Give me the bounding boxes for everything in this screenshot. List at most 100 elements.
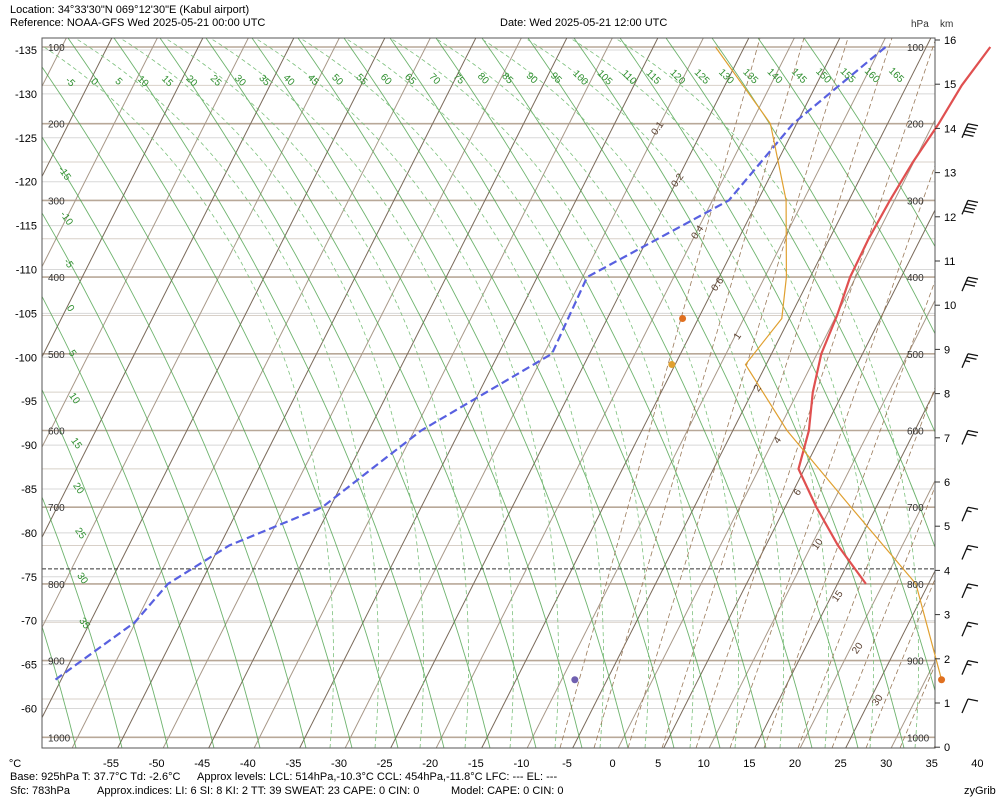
wind-barb-flag (964, 206, 976, 211)
wind-barb-half (966, 586, 972, 590)
y-tick-label: -75 (21, 572, 37, 584)
pressure-label-right: 500 (907, 350, 924, 361)
x-tick-label: 30 (880, 758, 892, 770)
isotherm-line (253, 38, 613, 748)
isotherm-line (978, 32, 1000, 757)
x-tick-label: 5 (655, 758, 661, 770)
surface-pressure: Sfc: 783hPa (10, 785, 70, 797)
dry-adiabat (159, 38, 491, 748)
y-tick-label: -95 (21, 396, 37, 408)
dry-adiabat-label: 145 (789, 66, 809, 86)
mixing-ratio-line (763, 279, 935, 748)
wind-barb-flag (966, 203, 977, 207)
wind-barb-flag (967, 429, 979, 434)
pressure-label-right: 400 (907, 273, 924, 284)
moist-adiabat (119, 38, 424, 748)
km-tick-label: 7 (944, 433, 950, 445)
km-tick-label: 4 (944, 565, 950, 577)
km-tick-label: 1 (944, 698, 950, 710)
wind-barb-flag (967, 199, 979, 204)
dry-adiabat (42, 495, 123, 748)
dry-adiabat-label: 90 (524, 71, 540, 87)
mixing-ratio-label: 10 (810, 536, 826, 552)
pressure-label-right: 1000 (907, 733, 930, 744)
dry-adiabat-label: 125 (692, 67, 712, 87)
mixing-ratio-label: 0.2 (669, 171, 686, 189)
moist-adiabat (164, 38, 469, 748)
wind-barb (961, 353, 979, 369)
wind-barb (961, 698, 979, 714)
mixing-ratio-label: 15 (830, 588, 846, 604)
dry-adiabat-label: 45 (305, 72, 321, 88)
x-tick-label: -50 (149, 758, 165, 770)
dry-adiabat-label: 85 (499, 71, 515, 87)
x-tick-label: 40 (971, 758, 983, 770)
mixing-ratio-label: 20 (850, 640, 866, 656)
pressure-label-right: 800 (907, 580, 924, 591)
wind-barb-staff (961, 583, 969, 599)
dry-adiabat-label: 80 (475, 71, 491, 87)
dry-adiabat (297, 38, 629, 748)
dry-adiabat-label: 165 (886, 66, 906, 86)
x-axis-label: °C (9, 758, 21, 770)
wind-barb-half (966, 510, 972, 513)
wind-barb-flag (964, 283, 976, 287)
x-tick-label: -15 (468, 758, 484, 770)
wind-barb-half (966, 663, 972, 666)
dry-adiabat-label: 110 (619, 68, 638, 87)
dry-adiabat (757, 38, 935, 335)
isotherm-line (42, 38, 158, 268)
wind-barb (961, 123, 979, 138)
isotherm-line (617, 118, 935, 748)
wind-barb-flag (967, 698, 979, 702)
wind-barb (961, 199, 979, 215)
dry-adiabat-label: 120 (667, 67, 687, 87)
wind-barb-half (964, 360, 971, 363)
moist-adiabat-label: -15 (55, 164, 73, 183)
series-dewpoint (54, 46, 887, 681)
pressure-label-right: 300 (907, 196, 924, 207)
moist-adiabat-label: 5 (66, 348, 78, 359)
dry-adiabat-label: 5 (113, 76, 125, 88)
wind-barb (961, 429, 979, 445)
km-tick-label: 9 (944, 344, 950, 356)
dry-adiabat (67, 38, 399, 748)
wind-barb-flag (967, 544, 979, 549)
isotherm-line (708, 299, 935, 748)
series-temperature (797, 46, 992, 585)
dry-adiabat-label: 160 (862, 66, 882, 86)
dry-adiabat-label: 115 (643, 68, 662, 87)
dry-adiabat (251, 38, 583, 748)
dry-adiabat (205, 38, 537, 748)
mixing-ratio-label: 2 (752, 383, 764, 394)
wind-barb-flag (967, 506, 979, 510)
wind-barb-flag (967, 276, 979, 280)
isotherm-line (162, 38, 522, 748)
moist-adiabat-label: 20 (70, 481, 86, 497)
dry-adiabat-label: 15 (159, 74, 175, 90)
wind-barb (961, 506, 979, 522)
y-tick-label: -65 (21, 660, 37, 672)
mixing-ratio-line (661, 38, 893, 748)
y-tick-label: -80 (21, 528, 37, 540)
km-tick-label: 15 (944, 79, 956, 91)
mixing-ratio-line (797, 386, 935, 748)
hpa-unit-label: hPa (911, 19, 929, 30)
y-tick-label: -85 (21, 484, 37, 496)
marker-surface-dewpoint (571, 676, 579, 684)
km-tick-label: 3 (944, 610, 950, 622)
moist-adiabat (74, 38, 379, 748)
x-tick-label: -5 (562, 758, 572, 770)
mixing-ratio-label: 1 (732, 331, 744, 342)
isotherm-line (435, 38, 795, 748)
y-tick-label: -135 (15, 45, 37, 57)
wind-barb (961, 583, 979, 599)
wind-barb-staff (961, 621, 969, 637)
reference-label: Reference: NOAA-GFS Wed 2025-05-21 00:00… (10, 17, 266, 29)
moist-adiabat-label: 0 (64, 303, 76, 314)
x-tick-label: 15 (743, 758, 755, 770)
x-tick-label: 20 (789, 758, 801, 770)
dry-adiabat (711, 38, 935, 434)
dry-adiabat (42, 388, 169, 748)
